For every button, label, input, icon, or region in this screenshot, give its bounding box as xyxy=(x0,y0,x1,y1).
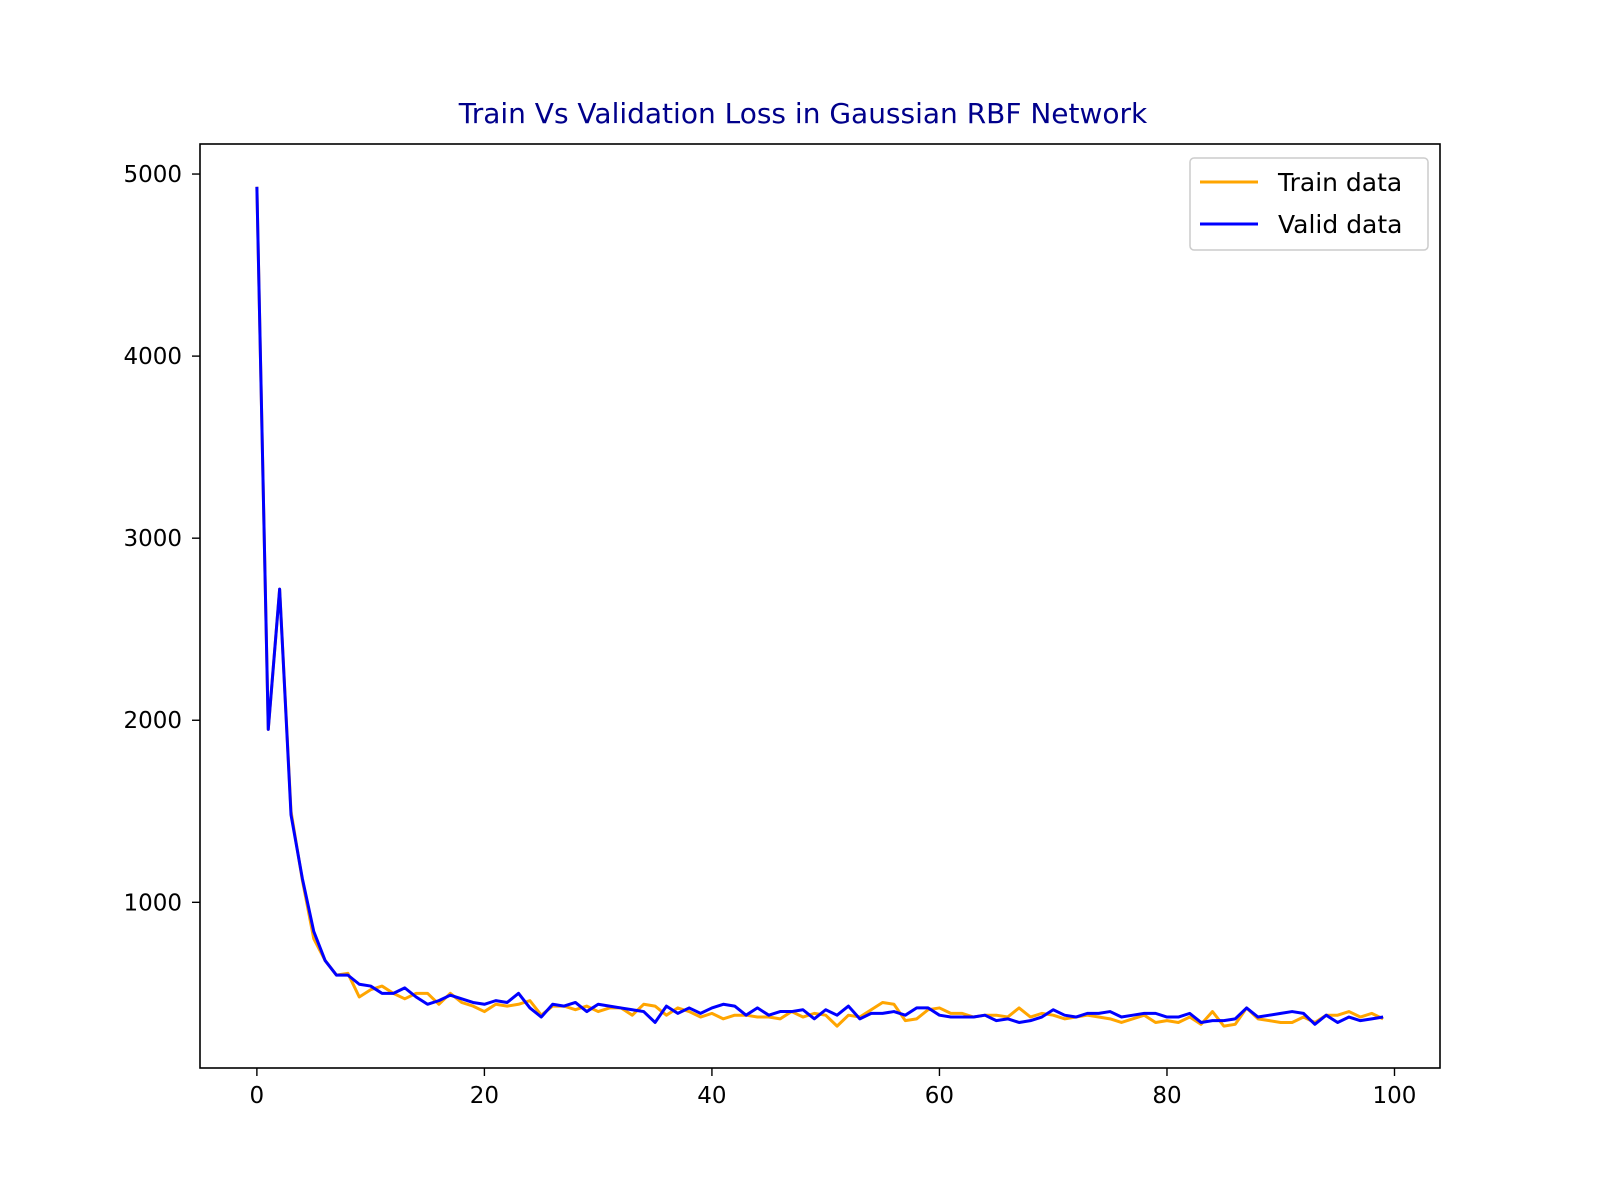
y-tick-label: 5000 xyxy=(123,162,182,188)
y-axis: 1000 2000 3000 4000 5000 xyxy=(123,162,200,916)
legend-label: Valid data xyxy=(1278,210,1403,239)
y-tick-label: 2000 xyxy=(123,708,182,734)
x-axis: 0 20 40 60 80 100 xyxy=(250,1068,1417,1109)
x-tick-label: 60 xyxy=(925,1083,954,1109)
x-tick-label: 40 xyxy=(697,1083,726,1109)
y-tick-label: 1000 xyxy=(123,890,182,916)
x-tick-label: 100 xyxy=(1373,1083,1417,1109)
series-line-valid xyxy=(255,186,1384,1026)
plot-area-frame xyxy=(199,143,1441,1069)
legend: Train data Valid data xyxy=(1189,157,1429,251)
x-tick-label: 80 xyxy=(1152,1083,1181,1109)
x-tick-label: 20 xyxy=(470,1083,499,1109)
y-tick-label: 3000 xyxy=(123,526,182,552)
legend-label: Train data xyxy=(1277,168,1402,197)
chart-title: Train Vs Validation Loss in Gaussian RBF… xyxy=(458,97,1148,130)
y-tick-label: 4000 xyxy=(123,344,182,370)
series-line-train xyxy=(255,186,1384,1028)
series-layer xyxy=(255,186,1384,1028)
x-tick-label: 0 xyxy=(250,1083,265,1109)
